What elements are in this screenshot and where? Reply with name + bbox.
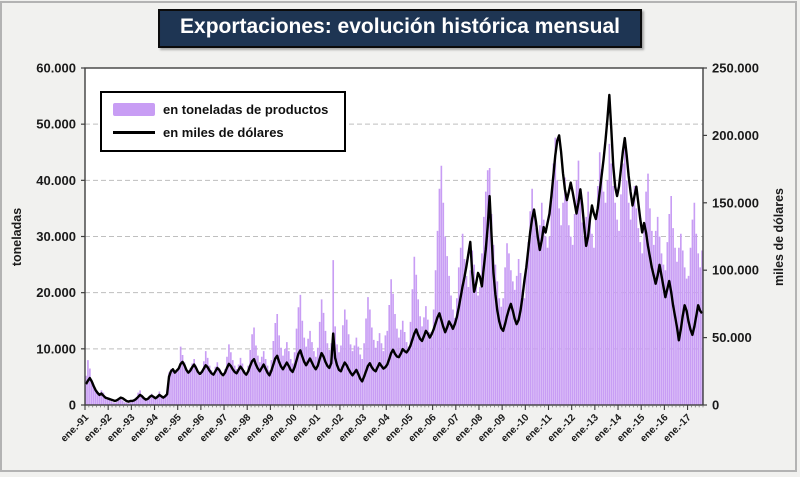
left-tick-label: 20.000 (36, 285, 76, 300)
right-tick-label: 0 (712, 398, 719, 413)
left-tick-label: 50.000 (36, 117, 76, 132)
left-axis-title: toneladas (10, 207, 24, 267)
right-axis-title: miles de dólares (772, 188, 786, 286)
legend: en toneladas de productos en miles de dó… (100, 91, 347, 152)
legend-item-dolares: en miles de dólares (113, 125, 328, 140)
legend-bar-swatch-icon (113, 103, 155, 116)
left-tick-label: 10.000 (36, 341, 76, 356)
right-tick-label: 150.000 (712, 195, 759, 210)
legend-label-toneladas: en toneladas de productos (163, 102, 329, 117)
legend-label-dolares: en miles de dólares (163, 125, 284, 140)
right-tick-label: 250.000 (712, 61, 759, 76)
right-tick-label: 100.000 (712, 263, 759, 278)
left-tick-label: 30.000 (36, 229, 76, 244)
right-tick-label: 200.000 (712, 128, 759, 143)
left-tick-label: 60.000 (36, 61, 76, 76)
left-tick-label: 40.000 (36, 173, 76, 188)
right-tick-label: 50.000 (712, 330, 752, 345)
left-tick-label: 0 (69, 398, 76, 413)
chart-title: Exportaciones: evolución histórica mensu… (158, 9, 642, 48)
legend-item-toneladas: en toneladas de productos (113, 102, 328, 117)
line-dolares-series (84, 93, 704, 403)
legend-line-swatch-icon (113, 131, 155, 134)
